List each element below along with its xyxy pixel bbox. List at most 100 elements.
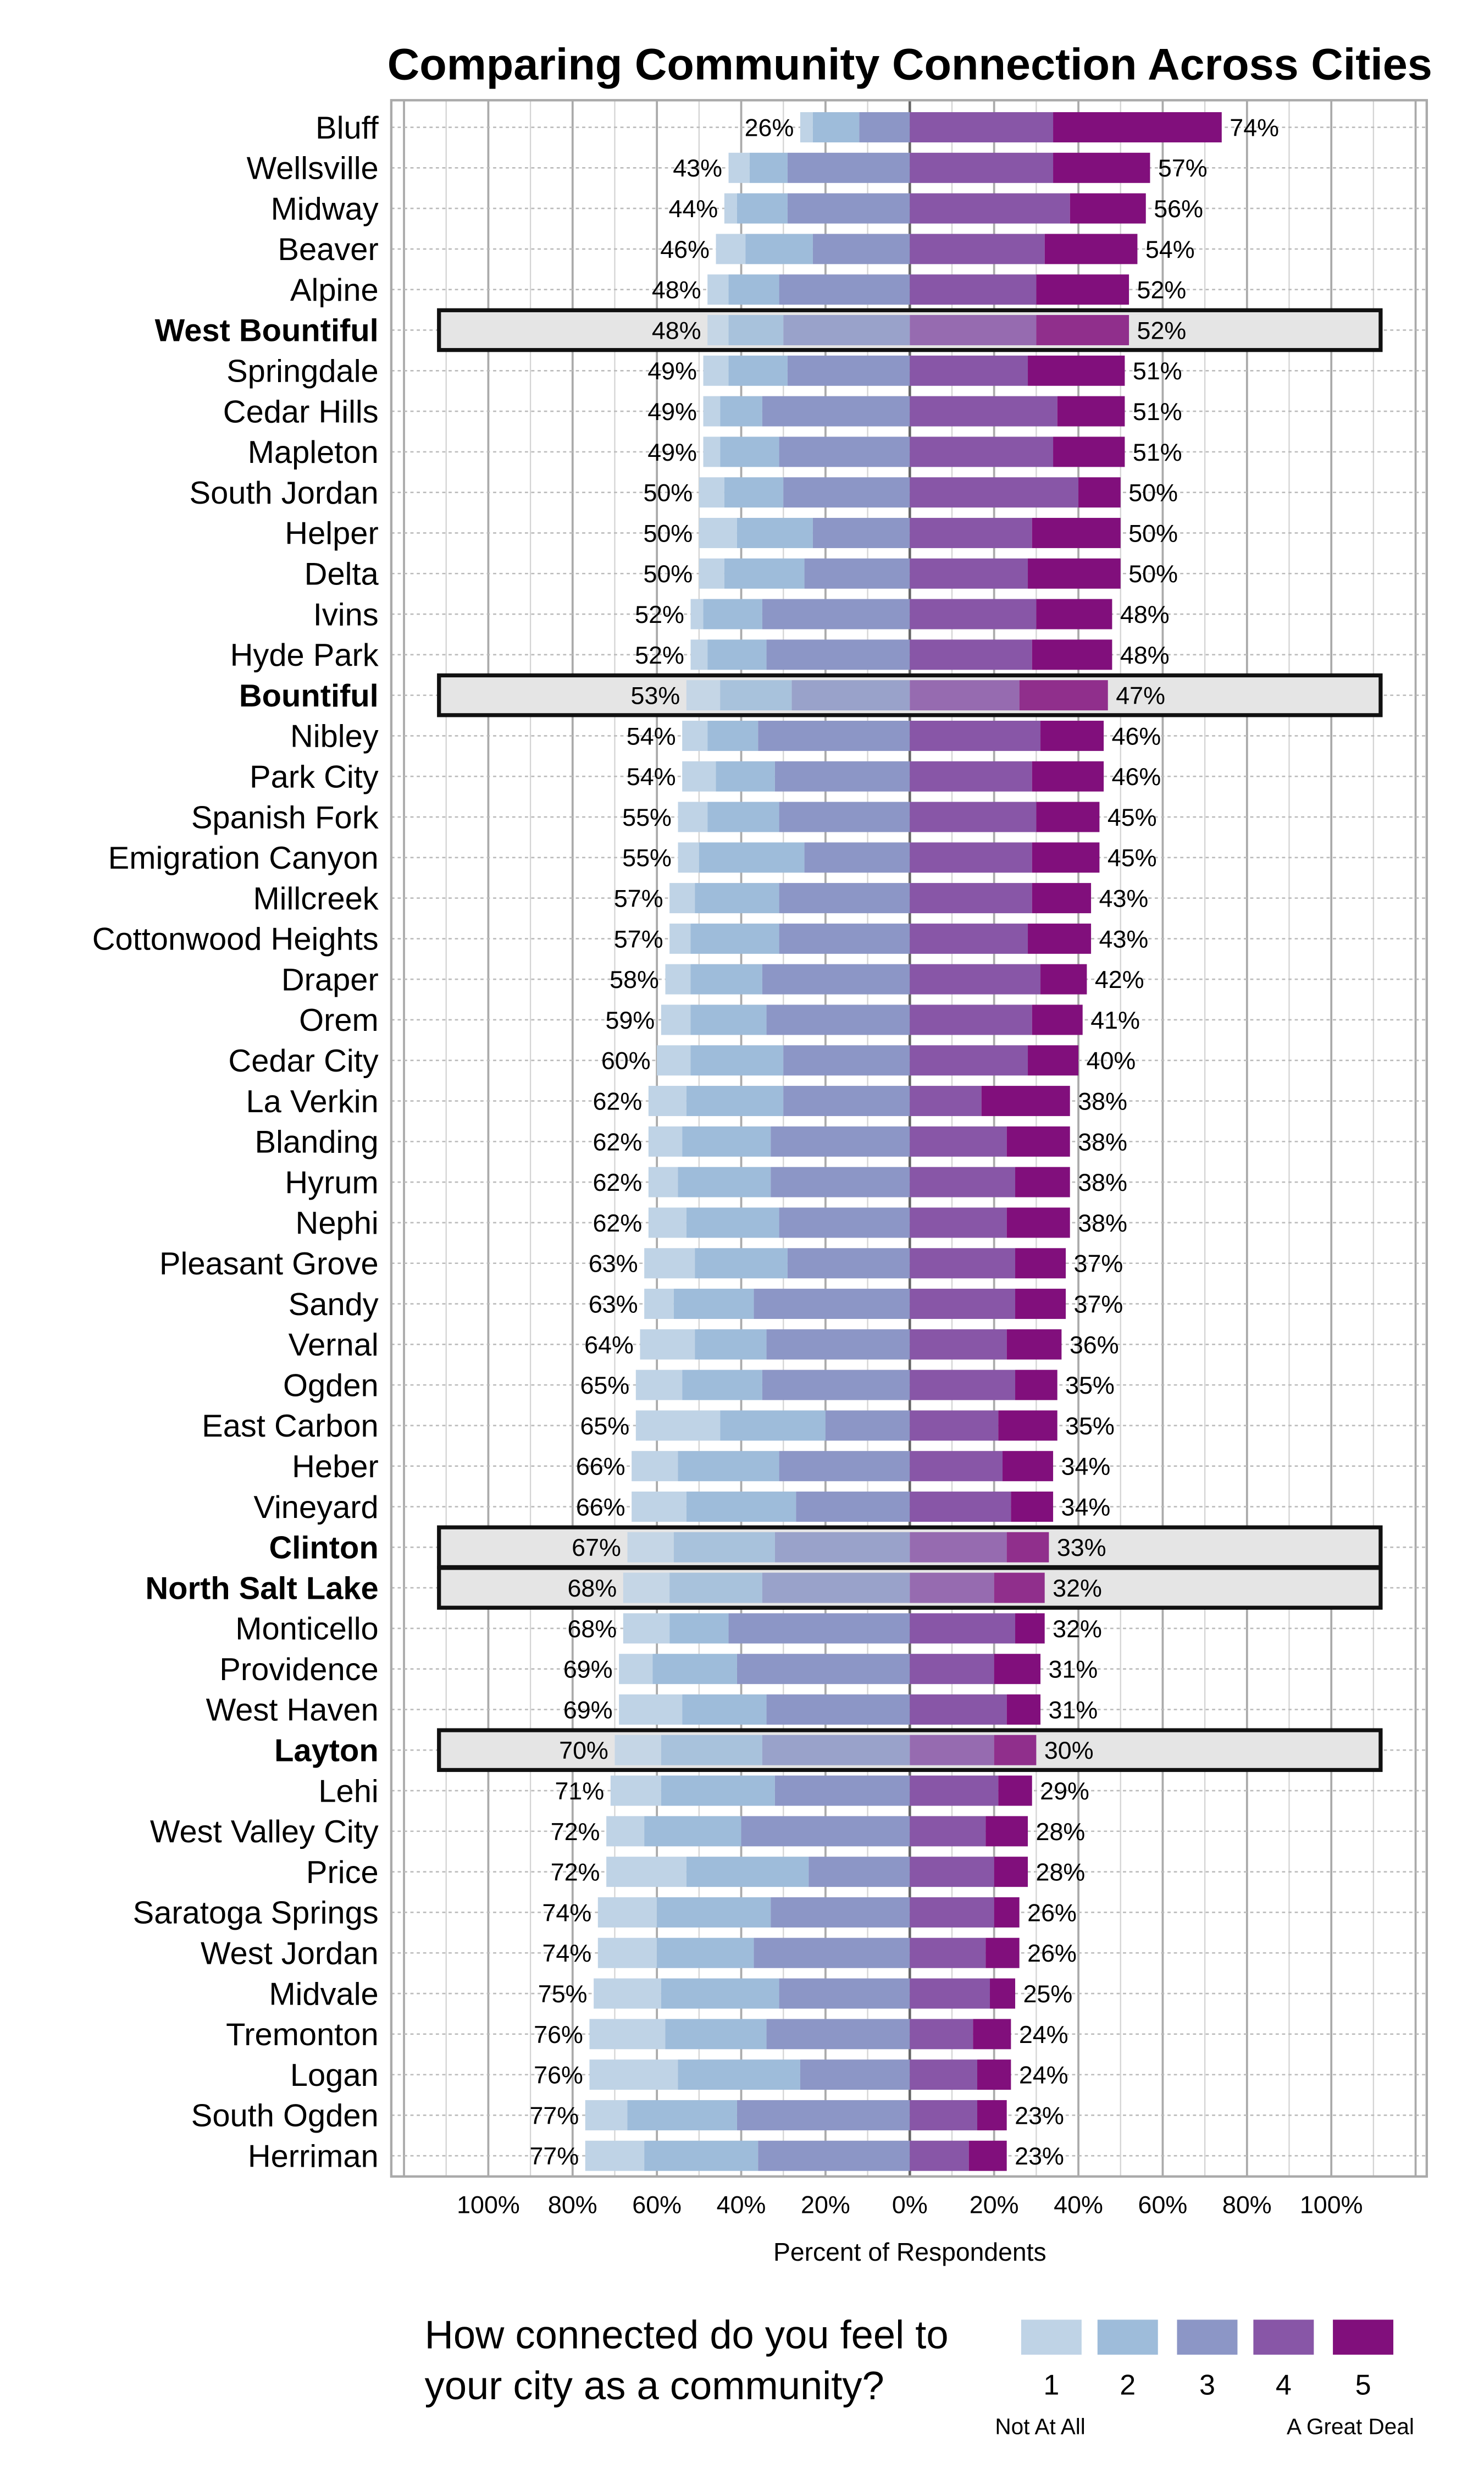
bar-segment-3 xyxy=(800,2059,910,2090)
right-percent-label: 45% xyxy=(1108,844,1157,872)
bar-segment-4 xyxy=(910,883,1032,914)
bar-segment-3 xyxy=(766,1004,910,1035)
bar-segment-3 xyxy=(771,1897,910,1928)
bar-segment-4 xyxy=(910,1857,994,1887)
bar-segment-2 xyxy=(737,517,813,548)
bar-segment-4 xyxy=(910,720,1041,751)
right-percent-label: 50% xyxy=(1128,519,1178,547)
bar-segment-5 xyxy=(1040,964,1087,995)
bar-segment-2 xyxy=(669,1613,729,1644)
legend-key-label: 5 xyxy=(1355,2369,1371,2401)
city-label: West Jordan xyxy=(201,1936,379,1972)
right-percent-label: 40% xyxy=(1087,1047,1136,1075)
bar-segment-3 xyxy=(812,234,910,264)
bar-segment-2 xyxy=(682,1126,771,1157)
bar-segment-2 xyxy=(657,1897,771,1928)
right-percent-label: 31% xyxy=(1049,1696,1098,1724)
legend-swatch-4 xyxy=(1253,2320,1314,2355)
bar-segment-1 xyxy=(614,1735,661,1765)
city-label: Blanding xyxy=(255,1125,379,1160)
bar-segment-3 xyxy=(787,152,910,183)
bar-segment-3 xyxy=(758,720,910,751)
bar-segment-2 xyxy=(720,437,779,467)
bar-segment-4 xyxy=(910,599,1037,629)
plot-border xyxy=(390,99,1428,2178)
bar-segment-5 xyxy=(1003,1451,1054,1482)
bar-segment-1 xyxy=(623,1572,670,1603)
left-percent-label: 62% xyxy=(593,1168,642,1196)
left-percent-label: 52% xyxy=(635,641,684,669)
bar-segment-2 xyxy=(644,1816,741,1847)
city-label: Delta xyxy=(304,557,379,592)
bar-segment-5 xyxy=(977,2100,1007,2130)
right-percent-label: 30% xyxy=(1044,1736,1094,1764)
bar-segment-5 xyxy=(968,2140,1007,2171)
bar-segment-1 xyxy=(619,1694,683,1725)
bar-segment-5 xyxy=(994,1572,1045,1603)
bar-segment-5 xyxy=(998,1410,1057,1441)
labels: Bluff 26% 74% Wellsville 43% 57% Midway 44% 56% B… xyxy=(92,111,1279,2174)
bar-segment-5 xyxy=(1006,1126,1070,1157)
right-percent-label: 43% xyxy=(1099,885,1149,913)
bar-segment-4 xyxy=(910,2100,978,2130)
city-label: Layton xyxy=(274,1733,379,1769)
bar-segment-2 xyxy=(728,355,788,386)
left-percent-label: 49% xyxy=(647,438,697,466)
left-percent-label: 50% xyxy=(644,519,693,547)
bar-segment-4 xyxy=(910,2059,978,2090)
bar-segment-1 xyxy=(661,1004,691,1035)
bar-segment-2 xyxy=(695,1329,767,1360)
bar-segment-3 xyxy=(779,1207,910,1238)
bar-segment-1 xyxy=(648,1167,678,1197)
city-label: Spanish Fork xyxy=(191,800,379,835)
city-label: Vineyard xyxy=(253,1490,378,1525)
bar-segment-5 xyxy=(1006,1532,1049,1562)
bar-segment-2 xyxy=(686,1086,784,1117)
bar-segment-5 xyxy=(1053,152,1150,183)
bar-segment-5 xyxy=(994,1857,1028,1887)
city-label: Midvale xyxy=(269,1976,378,2012)
bar-segment-1 xyxy=(632,1451,678,1482)
bar-segment-3 xyxy=(766,2019,910,2050)
bar-segment-1 xyxy=(589,2019,666,2050)
city-label: Saratoga Springs xyxy=(133,1896,379,1931)
bar-segment-5 xyxy=(1040,720,1104,751)
bar-segment-1 xyxy=(594,1978,661,2009)
right-percent-label: 38% xyxy=(1078,1209,1127,1237)
bar-segment-1 xyxy=(690,599,704,629)
bar-segment-3 xyxy=(787,193,910,224)
bar-segment-1 xyxy=(597,1937,657,1968)
bar-segment-2 xyxy=(682,1694,767,1725)
city-label: Hyrum xyxy=(285,1165,378,1200)
legend-low-label: Not At All xyxy=(995,2414,1085,2439)
bar-segment-1 xyxy=(703,355,729,386)
bar-segment-3 xyxy=(774,1775,910,1806)
bar-segment-5 xyxy=(1006,1329,1062,1360)
city-label: South Ogden xyxy=(191,2099,379,2134)
city-label: Monticello xyxy=(235,1611,378,1647)
city-label: South Jordan xyxy=(190,476,379,511)
bar-segment-1 xyxy=(644,1248,695,1279)
bar-segment-2 xyxy=(812,112,860,143)
bar-segment-3 xyxy=(762,964,910,995)
left-percent-label: 71% xyxy=(555,1777,604,1805)
bar-segment-4 xyxy=(910,274,1037,305)
bar-segment-5 xyxy=(1019,680,1108,711)
bar-segment-4 xyxy=(910,1207,1007,1238)
legend: How connected do you feel to your city a… xyxy=(425,2313,1414,2439)
bar-segment-4 xyxy=(910,1937,986,1968)
bar-segment-4 xyxy=(910,1410,999,1441)
bar-segment-2 xyxy=(682,1369,762,1400)
left-percent-label: 76% xyxy=(534,2061,583,2089)
bar-segment-1 xyxy=(699,477,724,508)
bar-segment-4 xyxy=(910,558,1028,589)
city-label: Springdale xyxy=(226,354,379,389)
x-tick-label: 100% xyxy=(457,2190,520,2218)
bar-segment-4 xyxy=(910,802,1037,832)
bar-segment-2 xyxy=(728,274,779,305)
bar-segment-4 xyxy=(910,193,1070,224)
bar-segment-5 xyxy=(1011,1492,1054,1522)
right-percent-label: 29% xyxy=(1040,1777,1089,1805)
bar-segment-3 xyxy=(804,558,910,589)
x-axis-label: Percent of Respondents xyxy=(773,2238,1046,2266)
